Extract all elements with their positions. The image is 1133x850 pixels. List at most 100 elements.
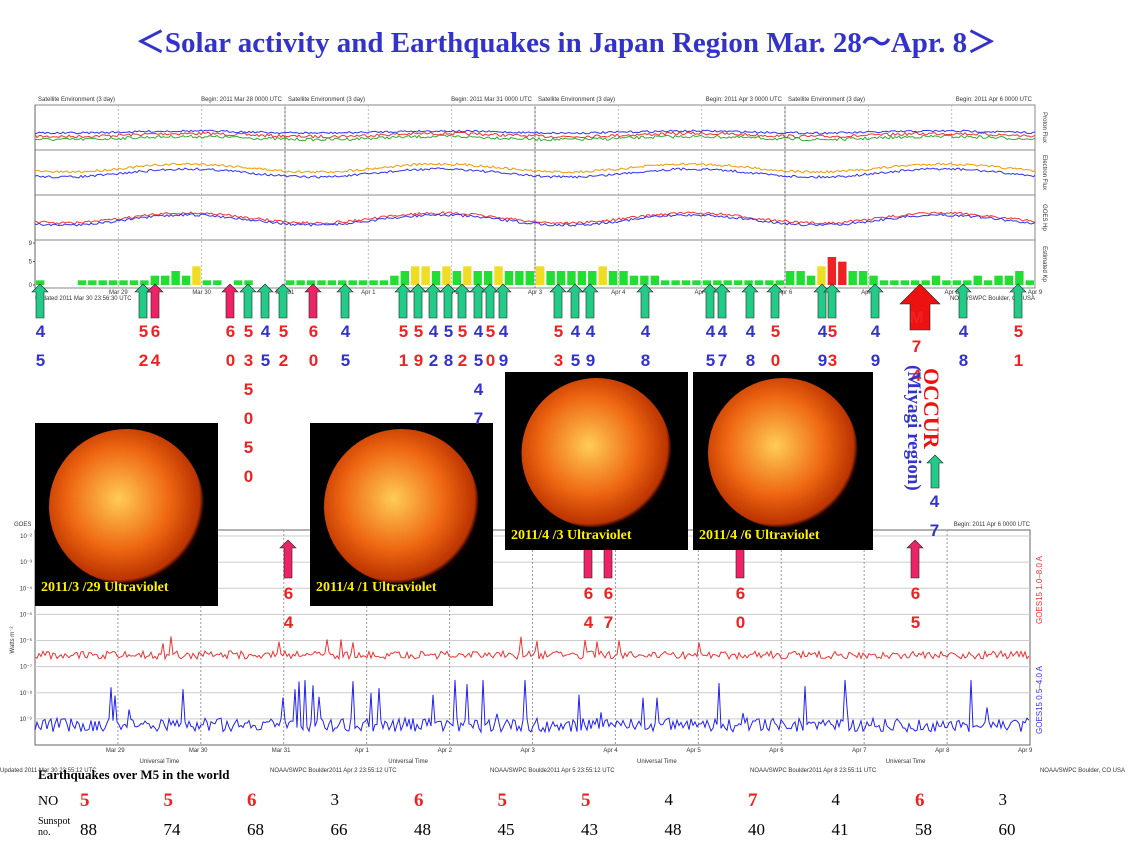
quake-label: 49 bbox=[813, 322, 832, 380]
xray-ytick: 10⁻⁴ bbox=[20, 585, 33, 592]
quake-arrow bbox=[494, 283, 512, 319]
block-header: Satellite Environment (3 day) bbox=[538, 97, 615, 103]
kp-bar bbox=[473, 271, 482, 285]
xray-ytick: 10⁻⁵ bbox=[20, 611, 33, 618]
quake-arrow bbox=[1009, 283, 1027, 319]
kp-bar bbox=[994, 275, 1003, 285]
block-begin: Begin: 2011 Apr 3 0000 UTC bbox=[706, 97, 783, 103]
kp-bar bbox=[286, 280, 295, 285]
kp-bar bbox=[848, 271, 857, 285]
quake-label: 50 bbox=[766, 322, 785, 380]
sunspot-cell: 58 bbox=[915, 820, 932, 839]
lower-label: 64 bbox=[279, 584, 298, 642]
no-cell: 6 bbox=[414, 790, 424, 811]
kp-bar bbox=[400, 271, 409, 285]
row-label: Sunspot no. bbox=[38, 816, 71, 838]
kp-bar bbox=[421, 266, 430, 285]
kp-bar bbox=[608, 271, 618, 285]
update: NOAA/SWPC Boulder, CO USA bbox=[1040, 768, 1125, 774]
kp-bar bbox=[77, 280, 87, 285]
top-panel: Satellite Environment (3 day) Begin: 2011… bbox=[29, 97, 1047, 302]
kp-bar bbox=[963, 280, 972, 285]
axis-title: Universal Time bbox=[637, 759, 677, 765]
kp-bar bbox=[327, 280, 337, 285]
no-cell: 5 bbox=[163, 790, 174, 811]
kp-bar bbox=[483, 271, 493, 285]
block-header: Satellite Environment (3 day) bbox=[788, 97, 865, 103]
no-cell: 4 bbox=[831, 790, 841, 809]
xray-ytick: 10⁻² bbox=[20, 534, 32, 540]
kp-bar bbox=[390, 275, 399, 285]
kp-bar bbox=[619, 271, 628, 285]
kp-bar bbox=[494, 266, 503, 285]
quake-arrow bbox=[336, 283, 354, 319]
kp-bar bbox=[431, 271, 441, 285]
updated: Updated 2011 Mar 30 23:56:30 UTC bbox=[35, 296, 132, 302]
xray-date: Mar 29 bbox=[106, 748, 125, 754]
kp-bar bbox=[598, 266, 607, 285]
proton-trace bbox=[34, 131, 1036, 139]
kp-bar bbox=[317, 280, 326, 285]
quake-arrow bbox=[823, 283, 841, 319]
quake-label: 51 bbox=[394, 322, 413, 380]
credit: NOAA/SWPC Boulder, CO USA bbox=[950, 296, 1035, 302]
quake-arrow bbox=[469, 283, 487, 319]
date-label: Mar 29 bbox=[109, 290, 128, 296]
kp-bar bbox=[879, 280, 889, 285]
kp-bar bbox=[192, 266, 201, 285]
quake-label: 52 bbox=[274, 322, 293, 380]
no-cell: 5 bbox=[497, 790, 508, 811]
xray-date: Apr 8 bbox=[935, 748, 950, 754]
quake-label: 49 bbox=[866, 322, 885, 380]
kp-bar bbox=[504, 271, 514, 285]
title: ＜Solar activity and Earthquakes in Japan… bbox=[136, 27, 996, 59]
table-title: Earthquakes over M5 in the world bbox=[38, 767, 230, 782]
kp-bar bbox=[671, 280, 680, 285]
quake-arrow bbox=[566, 283, 584, 319]
quake-arrow bbox=[221, 283, 239, 319]
kp-bar bbox=[119, 280, 128, 285]
kp-bar bbox=[452, 271, 462, 285]
xray-date: Apr 3 bbox=[521, 748, 536, 754]
quake-label: 49 bbox=[581, 322, 600, 380]
quake-label: 45 bbox=[701, 322, 720, 380]
row-label: Electron Flux bbox=[1041, 155, 1047, 190]
xray-date: Apr 1 bbox=[355, 748, 370, 754]
sun bbox=[324, 429, 479, 584]
kp-bar bbox=[525, 271, 534, 285]
xray-ylabel: Watts m⁻² bbox=[10, 627, 16, 654]
quake-label: 60 bbox=[304, 322, 323, 380]
kp-bar bbox=[1015, 271, 1024, 285]
quake-arrow bbox=[134, 283, 152, 319]
kp-bar bbox=[108, 280, 118, 285]
kp-bar bbox=[931, 275, 941, 285]
quake-arrow bbox=[741, 283, 759, 319]
xray-date: Apr 2 bbox=[438, 748, 453, 754]
kp-bar bbox=[213, 280, 222, 285]
no-cell: 3 bbox=[330, 790, 340, 809]
kp-tick: 9 bbox=[29, 241, 33, 247]
occur: OCCUR bbox=[919, 368, 944, 449]
no-cell: 7 bbox=[748, 790, 758, 811]
kp-bar bbox=[796, 271, 805, 285]
xray-header: GOES bbox=[14, 522, 31, 528]
arrows bbox=[31, 283, 1027, 606]
axis-title: Universal Time bbox=[140, 759, 180, 765]
xray-ytick: 10⁻⁹ bbox=[20, 716, 33, 723]
sunspot-cell: 48 bbox=[414, 820, 431, 839]
sunspot-cell: 48 bbox=[664, 820, 682, 839]
quake-arrow bbox=[274, 283, 292, 319]
no-cell: 4 bbox=[664, 790, 674, 809]
after-label: 47 bbox=[925, 492, 944, 550]
quake-arrow bbox=[766, 283, 784, 319]
quake-label: 50 bbox=[481, 322, 500, 380]
quake-label: 52 bbox=[134, 322, 153, 380]
date-label: Apr 4 bbox=[611, 290, 626, 296]
no-cell: 5 bbox=[80, 790, 90, 811]
sunspot-cell: 88 bbox=[80, 820, 97, 839]
kp-bar bbox=[733, 280, 743, 285]
sun bbox=[708, 378, 858, 528]
quake-label: 51 bbox=[1009, 322, 1028, 380]
kp-bar bbox=[577, 271, 587, 285]
